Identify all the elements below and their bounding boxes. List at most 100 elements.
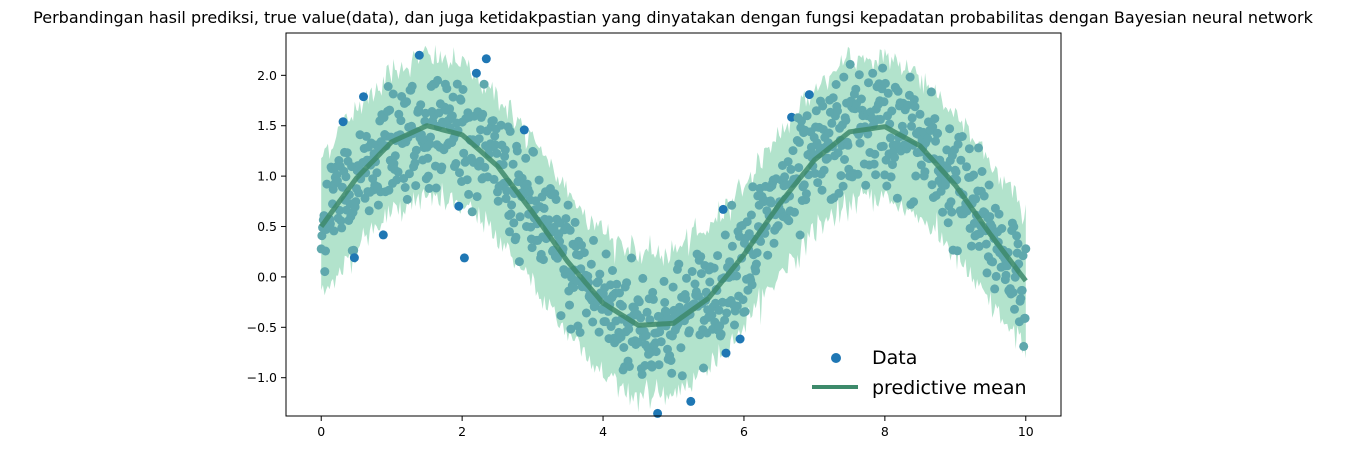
data-point	[833, 106, 842, 116]
data-point	[674, 259, 684, 269]
data-point	[909, 197, 919, 207]
data-point	[969, 170, 979, 180]
data-point	[383, 82, 393, 91]
data-point	[886, 172, 896, 182]
data-point	[594, 327, 604, 337]
data-point	[721, 348, 731, 358]
data-point	[437, 162, 447, 172]
data-point	[349, 245, 359, 255]
data-point	[1010, 272, 1020, 282]
data-point	[496, 120, 506, 130]
data-point	[946, 197, 956, 207]
data-point	[811, 106, 821, 116]
data-point	[322, 179, 332, 189]
data-point	[933, 128, 943, 138]
data-point	[551, 195, 561, 204]
data-point	[813, 178, 823, 188]
legend: Data predictive mean	[812, 347, 1027, 399]
data-point	[407, 121, 416, 131]
data-point	[321, 246, 330, 256]
data-point	[746, 210, 756, 220]
data-point	[492, 148, 502, 158]
data-point	[332, 176, 342, 186]
data-point	[612, 279, 622, 289]
data-point	[451, 159, 461, 168]
data-point	[455, 168, 464, 178]
data-point	[489, 174, 499, 184]
data-point	[636, 313, 646, 323]
data-point	[320, 267, 330, 277]
data-point	[474, 134, 484, 144]
data-point	[838, 181, 848, 191]
data-point	[364, 206, 374, 216]
data-point	[325, 219, 335, 229]
data-point	[1010, 304, 1019, 314]
data-point	[794, 163, 804, 173]
data-point	[722, 308, 732, 318]
data-point	[392, 175, 402, 185]
data-point	[549, 222, 559, 232]
legend-data-label: Data	[872, 347, 917, 369]
data-point	[705, 277, 715, 287]
data-point	[784, 216, 794, 226]
data-point	[677, 371, 687, 381]
data-point	[581, 308, 591, 318]
data-point	[841, 115, 851, 125]
data-point	[471, 68, 481, 78]
data-point	[856, 94, 866, 104]
data-point	[893, 86, 903, 96]
data-point	[982, 268, 992, 278]
data-point	[1020, 313, 1030, 323]
data-point	[424, 183, 434, 193]
data-point	[988, 257, 998, 267]
data-point	[845, 59, 855, 69]
data-point	[396, 116, 406, 126]
data-point	[566, 324, 576, 334]
data-point	[480, 162, 490, 172]
data-point	[855, 138, 865, 148]
data-point	[920, 167, 930, 177]
data-point	[361, 131, 371, 141]
data-point	[1021, 244, 1031, 254]
data-point	[1016, 294, 1026, 303]
data-point	[971, 194, 981, 204]
data-point	[662, 307, 672, 317]
data-point	[718, 204, 728, 214]
data-point	[472, 192, 482, 202]
data-point	[952, 246, 962, 256]
data-point	[338, 117, 348, 127]
data-point	[655, 327, 665, 337]
data-point	[1013, 239, 1023, 249]
data-point	[747, 280, 757, 290]
data-point	[341, 172, 351, 182]
data-point	[514, 257, 524, 267]
data-point	[529, 147, 538, 157]
data-point	[839, 72, 849, 82]
data-point	[511, 232, 521, 242]
data-point	[943, 218, 953, 228]
data-point	[1019, 341, 1029, 351]
data-point	[654, 360, 664, 370]
data-point	[682, 273, 691, 283]
data-point	[512, 146, 522, 156]
data-point	[637, 369, 647, 379]
data-point	[727, 241, 737, 251]
data-point	[997, 224, 1007, 233]
data-point	[448, 92, 458, 102]
data-point	[475, 156, 485, 166]
data-point	[870, 149, 880, 159]
data-point	[642, 307, 652, 317]
data-point	[864, 78, 873, 88]
data-point	[615, 288, 624, 298]
data-point	[425, 139, 435, 149]
data-point	[869, 159, 879, 169]
data-point	[647, 362, 657, 372]
data-point	[681, 294, 691, 304]
data-point	[617, 301, 627, 311]
data-point	[687, 267, 697, 276]
data-point	[373, 200, 383, 210]
data-point	[426, 132, 435, 142]
data-point	[634, 297, 644, 307]
data-point	[804, 90, 814, 100]
data-point	[732, 301, 742, 311]
